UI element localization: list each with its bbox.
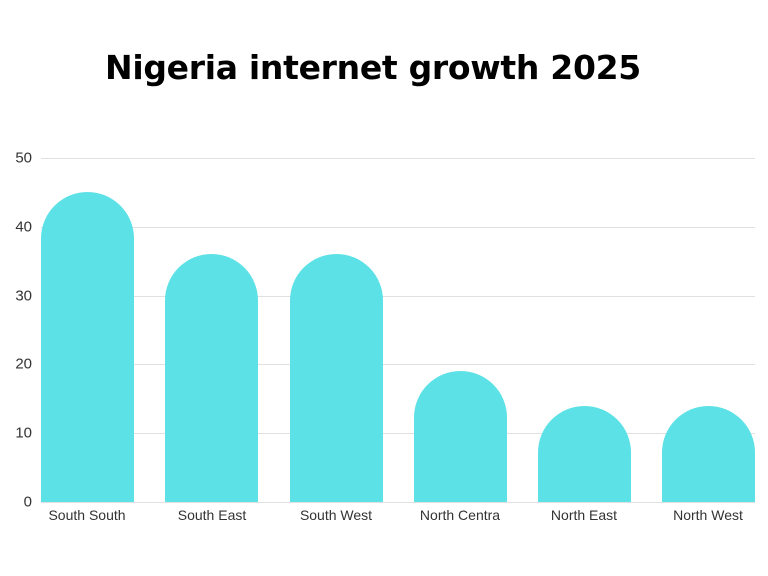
bar-north-east [538,405,631,502]
bar-north-centra [414,371,507,502]
y-tick-label: 20 [15,355,32,373]
y-tick-label: 10 [15,424,32,442]
gridline [41,295,755,297]
y-tick-label: 0 [23,493,32,511]
x-tick-label: North Centra [419,507,501,523]
bar-south-west [290,254,383,502]
gridline [41,364,755,366]
gridline [41,502,755,503]
y-tick-label: 30 [15,287,32,305]
gridline [41,226,755,228]
y-tick-label: 40 [15,218,32,236]
x-tick-label: North West [673,507,743,523]
gridline [41,433,755,435]
bar-south-east [165,254,258,502]
gridline [41,158,755,159]
chart-title: Nigeria internet growth 2025 [105,48,641,87]
y-tick-label: 50 [15,149,32,167]
x-tick-label: South East [177,507,247,523]
bar-south-south [41,192,134,502]
bar-north-west [662,405,755,502]
x-tick-label: South South [48,507,126,523]
x-tick-label: South West [299,507,373,523]
x-tick-label: North East [550,507,618,523]
